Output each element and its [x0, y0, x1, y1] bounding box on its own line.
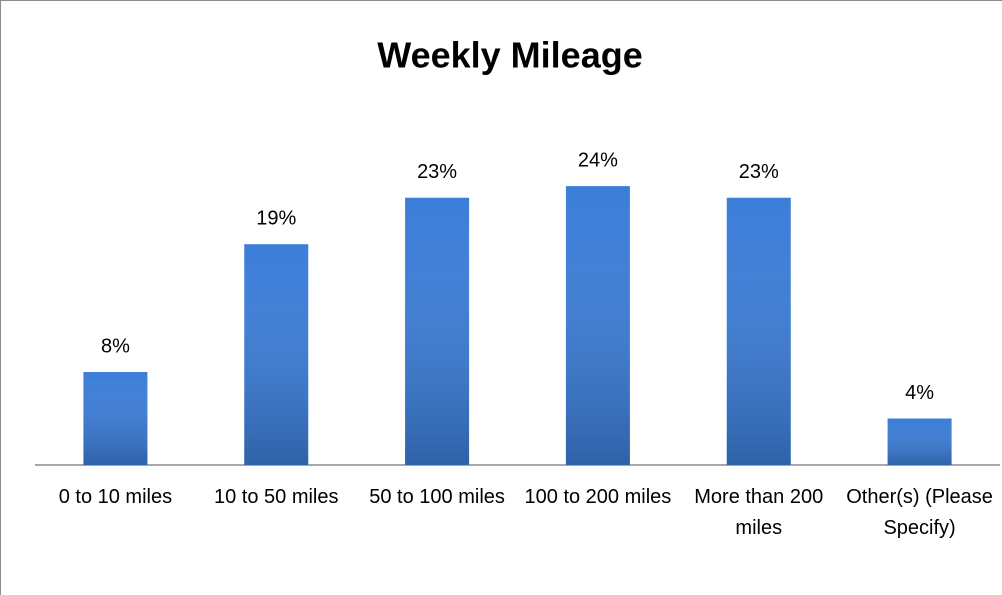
x-tick-label: More than 200 miles [694, 486, 824, 539]
bar-shade [887, 418, 952, 465]
bar-shade [565, 186, 630, 465]
bar-shade [244, 244, 309, 465]
x-tick-label: 0 to 10 miles [58, 486, 173, 508]
bar-shade [726, 197, 791, 466]
bar-shade [83, 372, 148, 465]
x-tick-label: 50 to 100 miles [369, 486, 505, 508]
data-label: 4% [905, 382, 934, 404]
bar-shade [405, 197, 470, 466]
x-tick-label: 100 to 200 miles [524, 486, 672, 508]
data-label: 23% [417, 161, 457, 183]
data-label: 8% [101, 335, 130, 357]
data-label: 19% [256, 208, 296, 230]
x-tick-label: Other(s) (Please Specify) [846, 486, 993, 539]
chart-title: Weekly Mileage [377, 35, 642, 76]
x-tick-label: 10 to 50 miles [213, 486, 339, 508]
data-label: 24% [578, 149, 618, 171]
data-label: 23% [739, 161, 779, 183]
